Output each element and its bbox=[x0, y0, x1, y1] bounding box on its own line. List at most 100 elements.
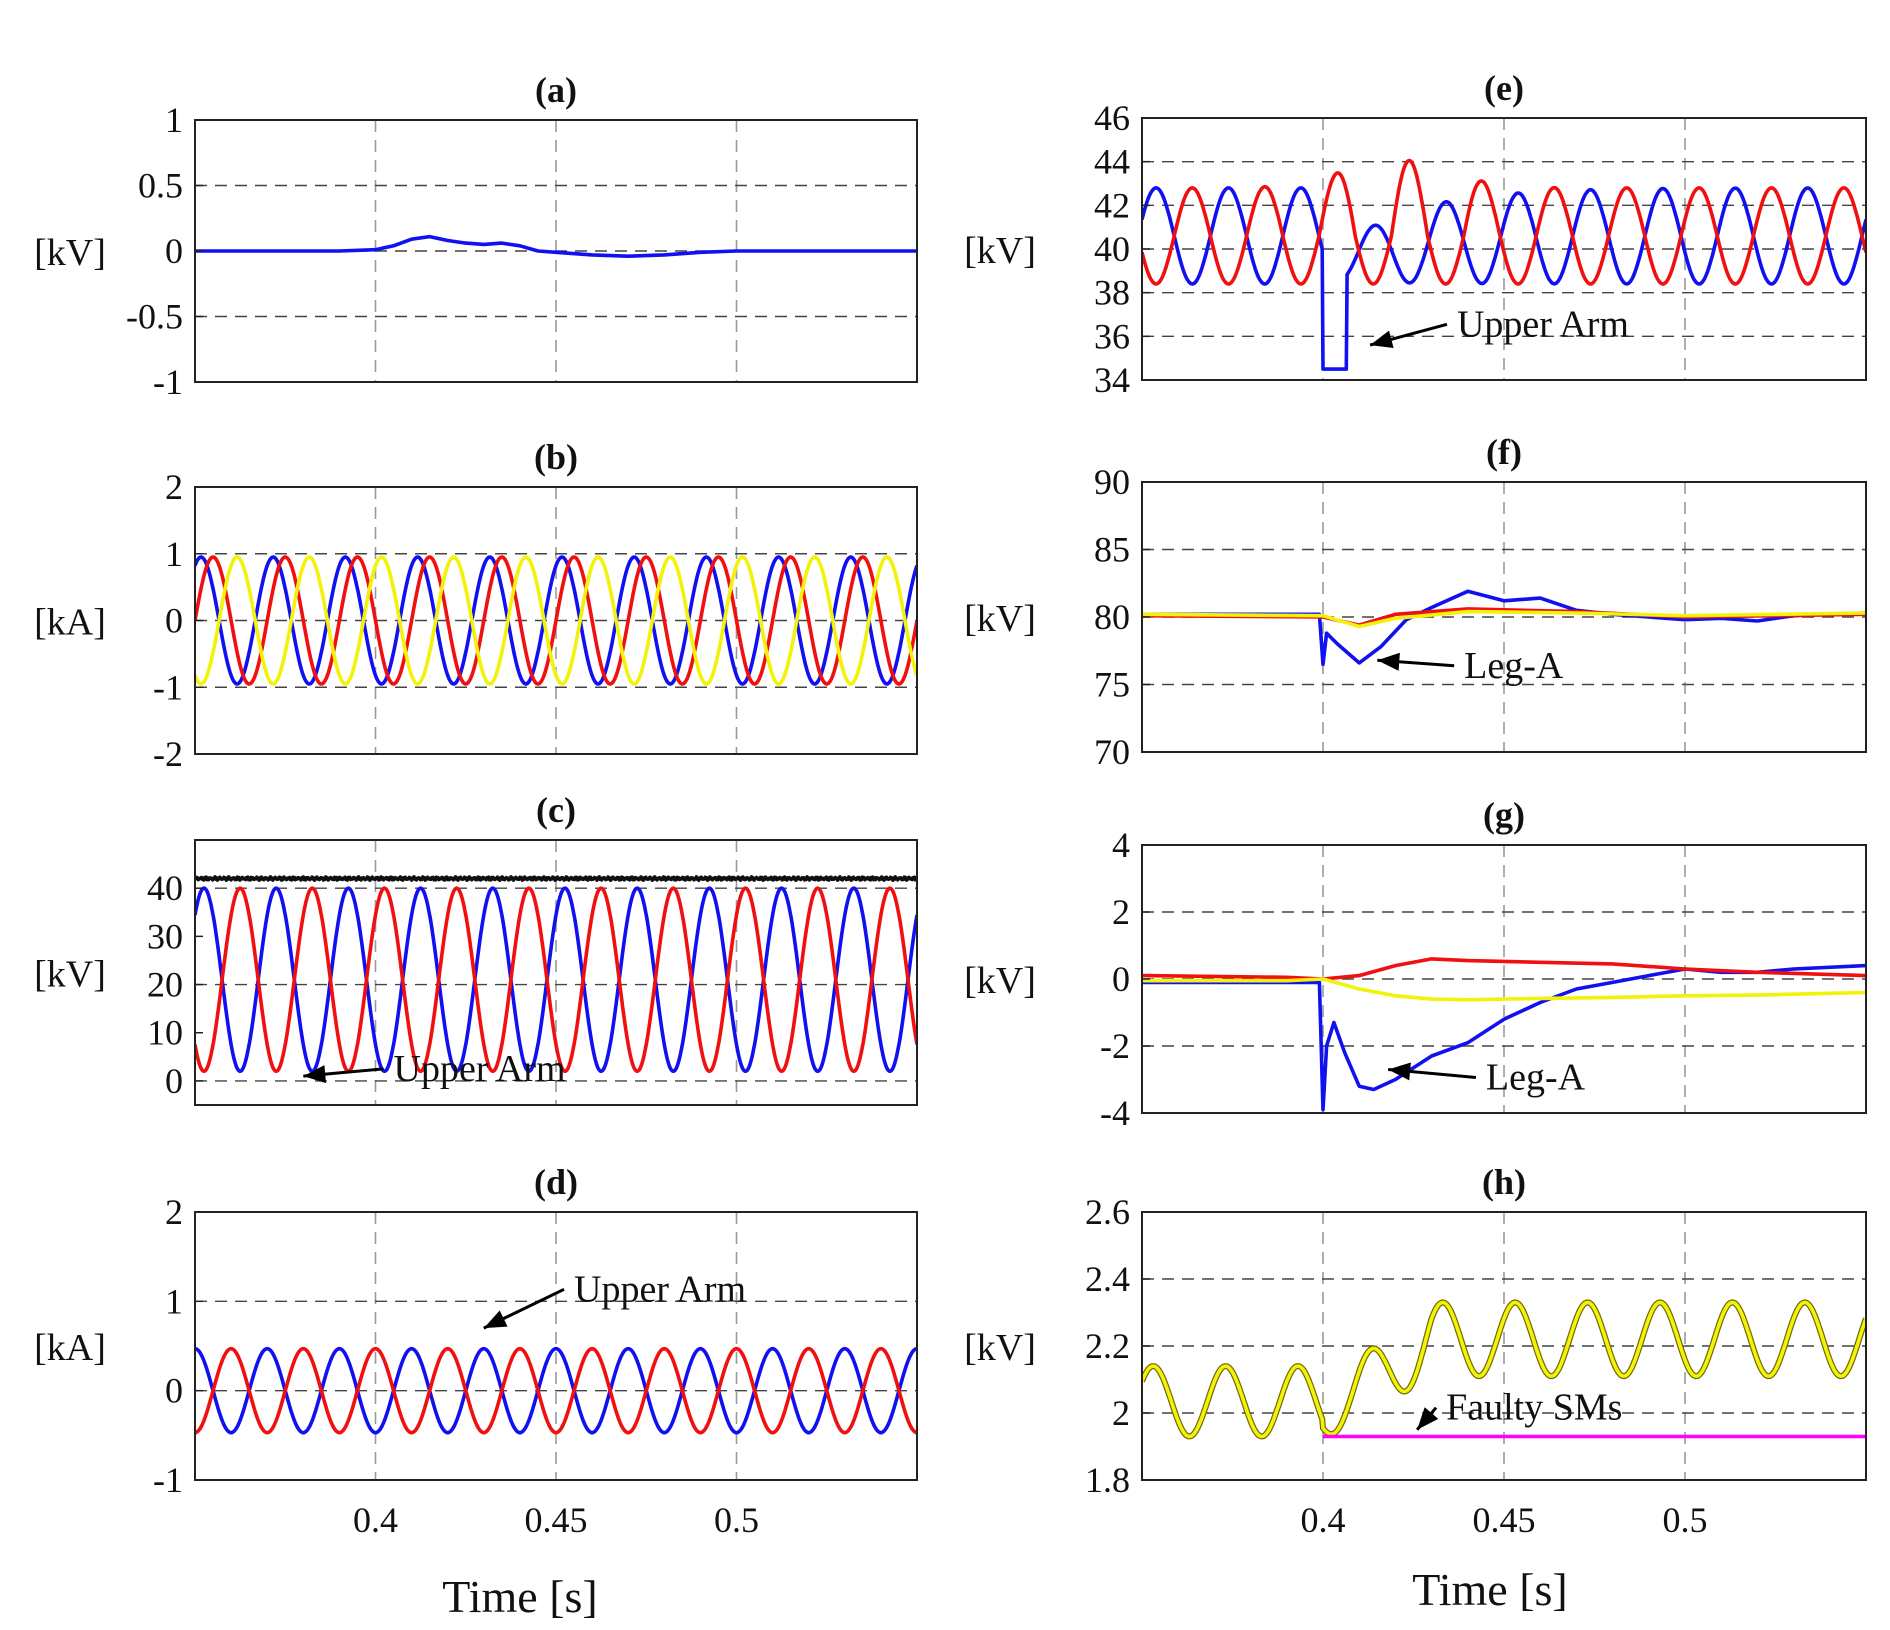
plot-frame-c bbox=[194, 839, 918, 1106]
y-tick-label: 2 bbox=[165, 467, 183, 507]
panel-f: (f) 90 85 80 75 70 [kV] Leg-A bbox=[964, 432, 1867, 772]
annotation-label: Upper Arm bbox=[574, 1268, 746, 1310]
y-tick-label: 1 bbox=[165, 100, 183, 140]
y-tick-label: 0 bbox=[165, 231, 183, 271]
y-tick-label: 1 bbox=[165, 534, 183, 574]
series-line-c-1 bbox=[195, 886, 917, 1074]
y-tick-label: 85 bbox=[1094, 530, 1130, 570]
y-tick-label: 0 bbox=[165, 1061, 183, 1101]
y-tick-label: 0.5 bbox=[138, 166, 183, 206]
y-tick-label: 0 bbox=[1112, 959, 1130, 999]
y-axis-label-g: [kV] bbox=[964, 960, 1036, 1002]
panel-title-e: (e) bbox=[1484, 68, 1524, 108]
annotation-label: Leg-A bbox=[1464, 645, 1564, 687]
y-tick-label: 40 bbox=[147, 868, 183, 908]
x-tick-label: 0.4 bbox=[1301, 1500, 1346, 1540]
annotation-arrowhead bbox=[303, 1065, 327, 1084]
series-line-e-1 bbox=[1142, 158, 1866, 286]
x-axis-label-left: Time [s] bbox=[442, 1571, 598, 1622]
y-axis-label-b: [kA] bbox=[34, 602, 106, 644]
y-tick-label: 2.2 bbox=[1085, 1326, 1130, 1366]
y-tick-label: 34 bbox=[1094, 360, 1130, 400]
y-tick-label: 20 bbox=[147, 965, 183, 1005]
y-tick-label: -2 bbox=[1100, 1026, 1130, 1066]
panel-title-f: (f) bbox=[1486, 432, 1522, 472]
annotation-arrowhead bbox=[483, 1310, 508, 1329]
y-tick-label: -0.5 bbox=[126, 297, 183, 337]
panel-title-h: (h) bbox=[1482, 1162, 1526, 1202]
y-tick-label: 0 bbox=[165, 1371, 183, 1411]
y-tick-label: -4 bbox=[1100, 1093, 1130, 1133]
y-tick-label: -1 bbox=[153, 667, 183, 707]
y-tick-label: 38 bbox=[1094, 273, 1130, 313]
annotation-arrowhead bbox=[1377, 652, 1400, 671]
y-tick-label: -1 bbox=[153, 1460, 183, 1500]
panel-title-g: (g) bbox=[1483, 795, 1525, 835]
y-tick-label: 0 bbox=[165, 601, 183, 641]
y-tick-label: 2.4 bbox=[1085, 1259, 1130, 1299]
panel-title-d: (d) bbox=[534, 1162, 578, 1202]
y-tick-label: 90 bbox=[1094, 462, 1130, 502]
y-tick-label: 2.6 bbox=[1085, 1192, 1130, 1232]
series-line-c-2 bbox=[195, 886, 917, 1074]
panel-title-a: (a) bbox=[535, 70, 577, 110]
y-tick-label: 40 bbox=[1094, 229, 1130, 269]
series-line-g-2 bbox=[1142, 977, 1866, 1002]
y-tick-label: 2 bbox=[1112, 892, 1130, 932]
series-line-d-0 bbox=[195, 1346, 917, 1435]
y-tick-label: 80 bbox=[1094, 597, 1130, 637]
y-tick-label: 36 bbox=[1094, 316, 1130, 356]
panel-h: (h) 2.6 2.4 2.2 2 1.8 0.4 0.45 0.5 [kV] Faulty SMs bbox=[964, 1162, 1867, 1540]
annotation-arrowhead bbox=[1417, 1407, 1439, 1430]
panel-b: (b) 2 1 0 -1 -2 [kA] bbox=[34, 437, 918, 774]
y-tick-label: 30 bbox=[147, 916, 183, 956]
y-tick-label: 46 bbox=[1094, 98, 1130, 138]
y-tick-label: 42 bbox=[1094, 185, 1130, 225]
series-line-f-2 bbox=[1142, 609, 1866, 629]
y-tick-label: -2 bbox=[153, 734, 183, 774]
panel-d: (d) 2 1 0 -1 0.4 0.45 0.5 [kA] Upper Arm bbox=[34, 1162, 918, 1540]
annotation-label: Upper Arm bbox=[1457, 303, 1629, 345]
series-line-b-1 bbox=[195, 555, 917, 686]
y-tick-label: 10 bbox=[147, 1013, 183, 1053]
y-tick-label: 70 bbox=[1094, 732, 1130, 772]
y-tick-label: 1.8 bbox=[1085, 1460, 1130, 1500]
x-tick-label: 0.5 bbox=[714, 1500, 759, 1540]
panel-c: (c) 40 30 20 10 0 [kV] Upper Arm bbox=[34, 790, 918, 1106]
panel-a: (a) 1 0.5 0 -0.5 -1 [kV] bbox=[34, 70, 918, 402]
series-line-c-0 bbox=[195, 875, 917, 882]
annotation-label: Upper Arm bbox=[394, 1048, 566, 1090]
y-tick-label: 44 bbox=[1094, 142, 1130, 182]
y-axis-label-d: [kA] bbox=[34, 1327, 106, 1369]
panel-g: (g) 4 2 0 -2 -4 [kV] Leg-A bbox=[964, 795, 1867, 1133]
annotation-label: Faulty SMs bbox=[1446, 1387, 1622, 1429]
y-tick-label: 4 bbox=[1112, 825, 1130, 865]
y-axis-label-h: [kV] bbox=[964, 1327, 1036, 1369]
x-tick-label: 0.5 bbox=[1663, 1500, 1708, 1540]
x-tick-label: 0.45 bbox=[1473, 1500, 1536, 1540]
annotation-arrowhead bbox=[1388, 1062, 1411, 1081]
series-line-b-2 bbox=[195, 555, 917, 686]
y-tick-label: 2 bbox=[165, 1192, 183, 1232]
x-axis-label-right: Time [s] bbox=[1412, 1564, 1568, 1615]
y-tick-label: -1 bbox=[153, 362, 183, 402]
series-line-d-1 bbox=[195, 1346, 917, 1435]
y-tick-label: 75 bbox=[1094, 665, 1130, 705]
y-axis-label-c: [kV] bbox=[34, 954, 106, 996]
annotation-arrowhead bbox=[1370, 330, 1394, 349]
panel-title-b: (b) bbox=[534, 437, 578, 477]
y-tick-label: 1 bbox=[165, 1281, 183, 1321]
series-line-e-0 bbox=[1142, 186, 1866, 371]
x-tick-label: 0.45 bbox=[525, 1500, 588, 1540]
plot-frame-d bbox=[194, 1211, 918, 1481]
annotation-label: Leg-A bbox=[1486, 1057, 1586, 1099]
panel-title-c: (c) bbox=[536, 790, 576, 830]
x-tick-label: 0.4 bbox=[353, 1500, 398, 1540]
y-axis-label-f: [kV] bbox=[964, 598, 1036, 640]
series-line-f-0 bbox=[1142, 589, 1866, 667]
series-line-a-0 bbox=[195, 234, 917, 258]
y-axis-label-a: [kV] bbox=[34, 232, 106, 274]
y-axis-label-e: [kV] bbox=[964, 230, 1036, 272]
